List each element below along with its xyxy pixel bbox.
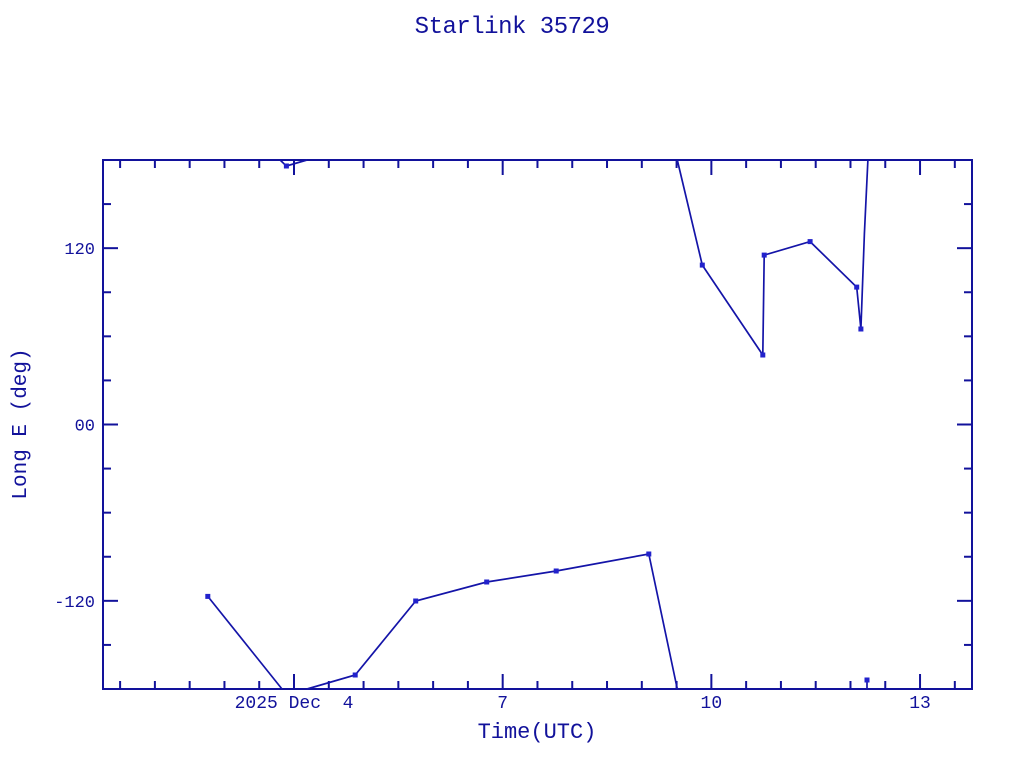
data-point-marker <box>413 598 419 604</box>
data-line-segment <box>676 159 869 358</box>
y-tick-label: -120 <box>54 594 95 613</box>
tick-label-layer: 2025 Dec 4 7 10 13 120 00 -120 <box>54 241 931 714</box>
data-point-marker <box>761 252 767 258</box>
plot-title: Starlink 35729 <box>414 14 610 41</box>
x-tick-label: 10 <box>701 694 723 714</box>
data-point-marker <box>760 352 766 358</box>
data-point-marker <box>205 593 211 599</box>
data-point-marker <box>699 262 705 268</box>
data-point-marker <box>864 677 870 683</box>
data-point-marker <box>854 284 860 290</box>
x-tick-label: 13 <box>909 694 931 714</box>
y-axis-title: Long E (deg) <box>10 348 33 499</box>
data-point-marker <box>807 239 813 245</box>
axes-layer <box>102 159 973 690</box>
y-tick-label: 00 <box>75 418 95 437</box>
data-point-marker <box>352 672 358 678</box>
data-point-marker <box>553 568 559 574</box>
x-tick-label: 2025 Dec 4 <box>235 694 354 714</box>
data-line-segment <box>306 553 679 690</box>
data-line-segment <box>207 595 283 690</box>
y-tick-label: 120 <box>64 241 95 260</box>
data-layer <box>205 159 870 690</box>
data-point-marker <box>283 163 289 169</box>
plot-frame <box>102 159 973 690</box>
data-point-marker <box>484 579 490 585</box>
data-point-marker <box>646 551 652 557</box>
x-axis-title: Time(UTC) <box>478 720 597 745</box>
data-point-marker <box>858 326 864 332</box>
x-tick-label: 7 <box>497 694 508 714</box>
